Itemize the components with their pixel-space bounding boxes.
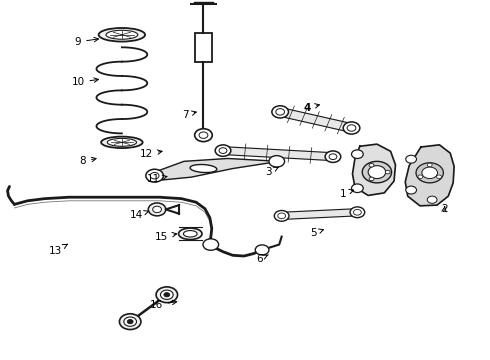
Circle shape xyxy=(276,109,285,115)
Circle shape xyxy=(368,166,386,179)
Polygon shape xyxy=(352,144,395,195)
Circle shape xyxy=(325,151,341,162)
Ellipse shape xyxy=(178,228,202,239)
Circle shape xyxy=(160,290,173,300)
Circle shape xyxy=(146,169,163,182)
Polygon shape xyxy=(405,145,454,206)
Circle shape xyxy=(351,184,363,193)
Circle shape xyxy=(278,213,286,219)
Text: 6: 6 xyxy=(256,254,268,264)
Circle shape xyxy=(406,186,416,194)
Circle shape xyxy=(148,203,166,216)
Circle shape xyxy=(124,317,137,326)
Polygon shape xyxy=(155,158,279,180)
Text: 7: 7 xyxy=(182,110,196,120)
Circle shape xyxy=(427,163,432,167)
Circle shape xyxy=(385,170,390,174)
Circle shape xyxy=(351,150,363,158)
Text: 12: 12 xyxy=(140,149,162,159)
Text: 3: 3 xyxy=(265,167,278,177)
Circle shape xyxy=(219,148,227,153)
Text: 14: 14 xyxy=(130,210,149,220)
Circle shape xyxy=(255,245,269,255)
Circle shape xyxy=(215,145,231,156)
Polygon shape xyxy=(281,209,358,220)
Text: 11: 11 xyxy=(147,174,167,184)
Circle shape xyxy=(347,125,356,131)
Text: 4: 4 xyxy=(304,103,319,113)
Circle shape xyxy=(343,122,360,134)
Circle shape xyxy=(120,314,141,329)
Circle shape xyxy=(427,196,437,203)
Circle shape xyxy=(269,156,285,167)
Ellipse shape xyxy=(190,165,217,172)
Circle shape xyxy=(369,163,374,167)
Text: 13: 13 xyxy=(49,244,68,256)
Circle shape xyxy=(203,239,219,250)
Circle shape xyxy=(274,211,289,221)
Polygon shape xyxy=(278,108,353,132)
Ellipse shape xyxy=(98,28,145,41)
Circle shape xyxy=(272,106,289,118)
FancyBboxPatch shape xyxy=(195,33,212,62)
Text: 10: 10 xyxy=(72,77,98,87)
Circle shape xyxy=(418,175,423,179)
Circle shape xyxy=(150,172,159,179)
Ellipse shape xyxy=(107,138,137,146)
Polygon shape xyxy=(222,147,333,161)
Text: 5: 5 xyxy=(310,228,323,238)
Circle shape xyxy=(422,167,438,179)
Text: 9: 9 xyxy=(74,37,98,47)
Ellipse shape xyxy=(183,230,197,237)
Circle shape xyxy=(416,163,443,183)
Circle shape xyxy=(199,132,208,138)
Circle shape xyxy=(369,177,374,181)
Text: 8: 8 xyxy=(79,156,96,166)
Circle shape xyxy=(406,155,416,163)
Ellipse shape xyxy=(106,30,138,39)
Circle shape xyxy=(329,154,337,159)
Circle shape xyxy=(156,287,177,303)
Circle shape xyxy=(350,207,365,218)
Circle shape xyxy=(195,129,212,141)
Circle shape xyxy=(164,293,170,297)
Circle shape xyxy=(353,210,361,215)
Circle shape xyxy=(127,319,133,324)
Text: 1: 1 xyxy=(340,189,354,199)
Text: 2: 2 xyxy=(441,204,448,215)
Text: 16: 16 xyxy=(149,300,177,310)
Circle shape xyxy=(437,175,441,179)
Circle shape xyxy=(153,206,161,213)
Ellipse shape xyxy=(101,136,143,148)
Circle shape xyxy=(362,161,392,183)
Text: 15: 15 xyxy=(155,232,177,242)
